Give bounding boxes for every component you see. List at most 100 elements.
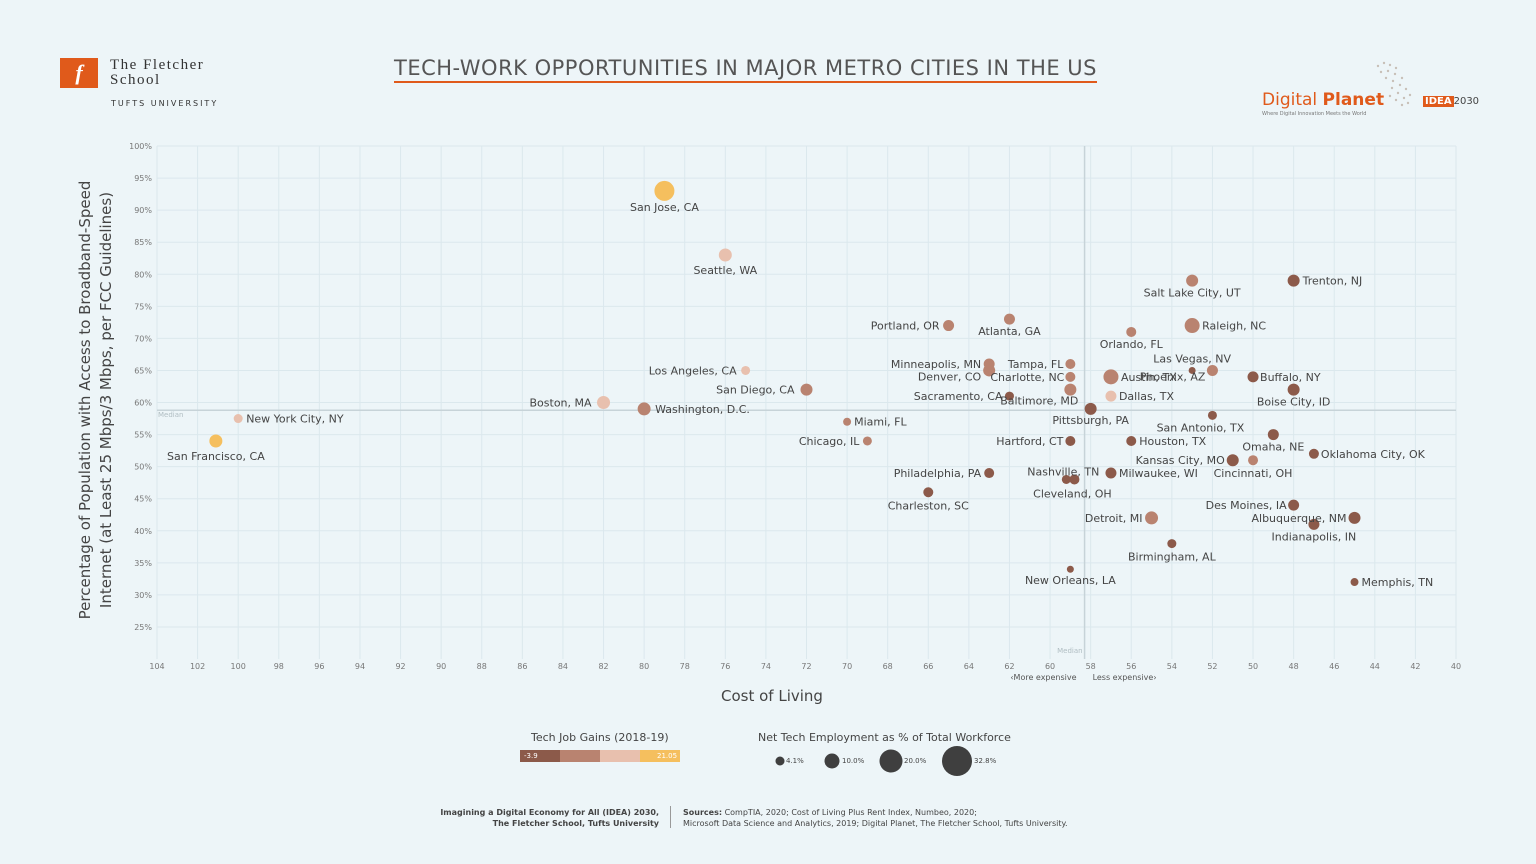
fletcher-mark-icon: f bbox=[60, 58, 98, 88]
data-point bbox=[1207, 410, 1217, 420]
data-point bbox=[1248, 455, 1259, 466]
fletcher-logo: f The Fletcher School TUFTS UNIVERSITY bbox=[60, 58, 216, 108]
x-tick-label: 42 bbox=[1410, 662, 1420, 671]
data-point bbox=[741, 365, 751, 375]
school-subtitle: TUFTS UNIVERSITY bbox=[111, 99, 219, 108]
data-point bbox=[983, 364, 996, 377]
point-label: Hartford, CT bbox=[996, 435, 1063, 448]
y-tick-label: 75% bbox=[134, 302, 152, 311]
data-point bbox=[1066, 565, 1074, 573]
x-tick-label: 48 bbox=[1289, 662, 1299, 671]
footer-credit-line1: Imagining a Digital Economy for All (IDE… bbox=[440, 808, 659, 817]
data-point bbox=[1103, 369, 1119, 385]
y-tick-label: 65% bbox=[134, 366, 152, 375]
point-label: Birmingham, AL bbox=[1128, 551, 1217, 564]
idea2030-logo: IDEA 2030 bbox=[1423, 96, 1479, 107]
x-tick-label: 40 bbox=[1451, 662, 1461, 671]
color-swatch-3 bbox=[600, 750, 640, 762]
point-label: Oklahoma City, OK bbox=[1321, 448, 1426, 461]
point-label: New York City, NY bbox=[246, 413, 344, 426]
point-label: Salt Lake City, UT bbox=[1144, 287, 1241, 300]
y-tick-label: 70% bbox=[134, 334, 152, 343]
dp-name-b: Planet bbox=[1322, 90, 1385, 110]
color-swatch-4 bbox=[640, 750, 680, 762]
point-label: Omaha, NE bbox=[1242, 441, 1304, 454]
x-note-right: Less expensive› bbox=[1093, 673, 1157, 682]
point-label: Charlotte, NC bbox=[990, 371, 1064, 384]
point-label: Baltimore, MD bbox=[1000, 395, 1078, 408]
footer-divider bbox=[670, 806, 671, 828]
point-label: Washington, D.C. bbox=[655, 403, 750, 416]
data-point bbox=[1145, 511, 1159, 525]
data-point bbox=[1287, 274, 1300, 287]
footer-credit-line2: The Fletcher School, Tufts University bbox=[492, 819, 659, 828]
x-tick-label: 54 bbox=[1167, 662, 1177, 671]
point-label: Los Angeles, CA bbox=[649, 364, 737, 377]
point-label: Seattle, WA bbox=[693, 264, 757, 277]
point-label: Raleigh, NC bbox=[1202, 320, 1266, 333]
point-label: Portland, OR bbox=[871, 320, 940, 333]
point-label: Minneapolis, MN bbox=[891, 358, 981, 371]
data-point bbox=[984, 468, 995, 479]
globe-dots-icon bbox=[1376, 61, 1412, 107]
data-point bbox=[1105, 390, 1117, 402]
point-label: Des Moines, IA bbox=[1206, 499, 1287, 512]
median-lines: Median Median ‹More expensive Less expensiv… bbox=[157, 146, 1456, 682]
median-x-label: Median bbox=[1057, 647, 1082, 655]
data-point bbox=[923, 487, 934, 498]
data-point bbox=[1065, 359, 1076, 370]
x-axis-title: Cost of Living bbox=[721, 687, 823, 705]
y-tick-label: 95% bbox=[134, 174, 152, 183]
point-label: Buffalo, NY bbox=[1260, 371, 1321, 384]
color-legend-min: -3.9 bbox=[524, 752, 538, 760]
x-tick-label: 70 bbox=[842, 662, 852, 671]
size-legend-circle-2 bbox=[824, 753, 840, 769]
data-point bbox=[1184, 318, 1200, 334]
point-label: Miami, FL bbox=[854, 416, 907, 429]
point-label: San Francisco, CA bbox=[167, 450, 265, 463]
point-label: Nashville, TN bbox=[1027, 465, 1099, 478]
point-label: Denver, CO bbox=[918, 370, 982, 383]
data-point bbox=[843, 417, 852, 426]
dp-name-a: Digital bbox=[1262, 90, 1323, 110]
point-label: Orlando, FL bbox=[1100, 338, 1164, 351]
x-tick-label: 52 bbox=[1207, 662, 1217, 671]
sources-line1: CompTIA, 2020; Cost of Living Plus Rent … bbox=[722, 808, 977, 817]
y-tick-label: 35% bbox=[134, 559, 152, 568]
median-y-label: Median bbox=[158, 411, 183, 419]
data-point bbox=[718, 248, 732, 262]
x-tick-label: 88 bbox=[477, 662, 487, 671]
data-point bbox=[1064, 383, 1077, 396]
color-legend-max: 21.05 bbox=[657, 752, 678, 760]
x-tick-label: 98 bbox=[274, 662, 284, 671]
data-point bbox=[1308, 448, 1319, 459]
x-tick-label: 66 bbox=[923, 662, 933, 671]
y-tick-label: 45% bbox=[134, 495, 152, 504]
point-label: Tampa, FL bbox=[1007, 358, 1064, 371]
footer-credit: Imagining a Digital Economy for All (IDE… bbox=[420, 807, 659, 829]
scatter-chart: Median Median ‹More expensive Less expensiv… bbox=[129, 142, 1461, 682]
point-label: Kansas City, MO bbox=[1136, 454, 1225, 467]
point-label: Las Vegas, NV bbox=[1153, 352, 1231, 365]
x-tick-label: 92 bbox=[395, 662, 405, 671]
data-point bbox=[654, 180, 675, 201]
size-legend-title: Net Tech Employment as % of Total Workfo… bbox=[758, 731, 1011, 744]
data-point bbox=[1004, 391, 1014, 401]
x-tick-label: 44 bbox=[1370, 662, 1380, 671]
x-tick-label: 94 bbox=[355, 662, 365, 671]
y-tick-label: 60% bbox=[134, 399, 152, 408]
size-legend-label-3: 20.0% bbox=[904, 757, 927, 765]
x-tick-label: 62 bbox=[1004, 662, 1014, 671]
point-label: Albuquerque, NM bbox=[1251, 512, 1346, 525]
x-tick-label: 68 bbox=[883, 662, 893, 671]
point-label: Sacramento, CA bbox=[914, 390, 1003, 403]
point-label: Dallas, TX bbox=[1119, 390, 1175, 403]
color-legend-bar bbox=[520, 750, 680, 762]
data-point bbox=[1288, 499, 1300, 511]
point-label: Milwaukee, WI bbox=[1119, 467, 1198, 480]
y-tick-label: 30% bbox=[134, 591, 152, 600]
point-label: Boston, MA bbox=[530, 397, 593, 410]
x-tick-label: 78 bbox=[680, 662, 690, 671]
data-point bbox=[1065, 435, 1076, 446]
point-label: Cincinnati, OH bbox=[1214, 467, 1293, 480]
